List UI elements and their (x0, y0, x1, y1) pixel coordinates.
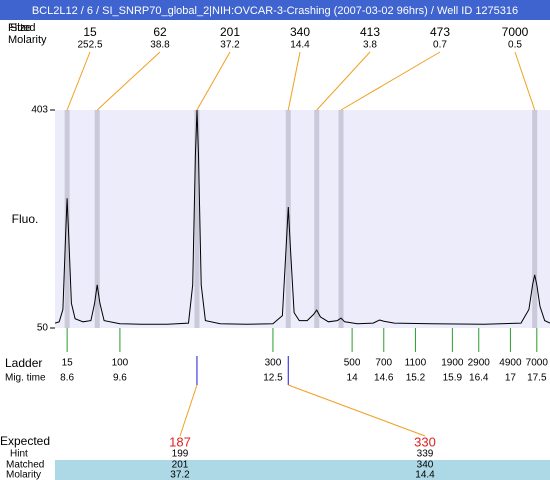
ladder-time: 16.4 (469, 373, 489, 384)
peak-size: 340 (290, 25, 310, 39)
matched-value: 340 (417, 460, 434, 471)
mig-time-label: Mig. time (5, 373, 46, 384)
peak-band (194, 110, 200, 328)
ladder-size: 100 (112, 358, 129, 369)
y-tick-label: 50 (37, 323, 49, 334)
peak-band (314, 110, 320, 328)
ladder-size: 15 (62, 358, 74, 369)
peak-band (64, 110, 70, 328)
peak-connector (316, 51, 371, 111)
peak-size: 201 (220, 25, 240, 39)
expected-molarity-label: Molarity (6, 470, 41, 480)
ladder-time: 15.2 (406, 373, 426, 384)
peak-connector (287, 51, 301, 111)
peak-connector (514, 51, 536, 111)
peak-molarity: 3.8 (363, 40, 377, 51)
peak-connector (340, 51, 441, 111)
y-tick-label: 403 (31, 105, 48, 116)
ladder-size: 2900 (468, 358, 491, 369)
ladder-time: 15.9 (443, 373, 463, 384)
ladder-time: 14 (347, 373, 359, 384)
peak-size: 413 (360, 25, 380, 39)
ladder-size: 500 (344, 358, 361, 369)
ladder-time: 12.5 (263, 373, 283, 384)
peak-molarity: 38.8 (150, 40, 170, 51)
peak-molarity: 252.5 (77, 40, 102, 51)
peak-connector (196, 51, 231, 111)
peak-molarity: 0.5 (508, 40, 522, 51)
peak-band (285, 110, 291, 328)
peak-molarity: 0.7 (433, 40, 447, 51)
ladder-time: 14.6 (374, 373, 394, 384)
plot-area (55, 110, 550, 328)
peak-molarity: 37.2 (220, 40, 240, 51)
peak-size: 473 (430, 25, 450, 39)
ladder-size: 300 (265, 358, 282, 369)
matched-molarity: 14.4 (415, 470, 435, 480)
peak-band (532, 110, 538, 328)
ladder-size: 700 (375, 358, 392, 369)
peak-size: 15 (83, 25, 97, 39)
y-axis-label: Fluo. (12, 212, 39, 226)
ladder-size: 1900 (441, 358, 464, 369)
trace (54, 109, 550, 325)
peak-connector (66, 51, 91, 111)
peak-connector (96, 51, 161, 111)
matched-label: Matched (6, 460, 44, 471)
size-label: Size (10, 22, 31, 34)
peak-band (338, 110, 344, 328)
expected-value: 187 (169, 434, 191, 449)
peak-molarity: 14.4 (290, 40, 310, 51)
matched-molarity: 37.2 (170, 470, 190, 480)
ladder-size: 7000 (526, 358, 549, 369)
molarity-label: Molarity (8, 34, 47, 46)
peak-size: 7000 (502, 25, 529, 39)
hint-label: Hint (10, 449, 28, 460)
ladder-time: 17.5 (527, 373, 547, 384)
ladder-time: 9.6 (113, 373, 127, 384)
title-bar (0, 0, 550, 20)
ladder-size: 4900 (499, 358, 522, 369)
peak-band (94, 110, 100, 328)
fitted-label: Fitted (8, 22, 36, 34)
ladder-time: 8.6 (60, 373, 74, 384)
ladder-label: Ladder (5, 356, 42, 370)
matched-band (55, 460, 550, 480)
chart-title: BCL2L12 / 6 / SI_SNRP70_global_2|NIH:OVC… (32, 5, 518, 17)
expected-connector (288, 384, 426, 437)
ladder-time: 17 (505, 373, 517, 384)
hint-value: 199 (172, 449, 189, 460)
hint-value: 339 (417, 449, 434, 460)
ladder-size: 1100 (405, 358, 427, 369)
expected-value: 330 (414, 434, 436, 449)
peak-size: 62 (153, 25, 167, 39)
matched-value: 201 (172, 460, 189, 471)
expected-label: Expected (0, 434, 50, 448)
expected-connector (179, 384, 198, 437)
